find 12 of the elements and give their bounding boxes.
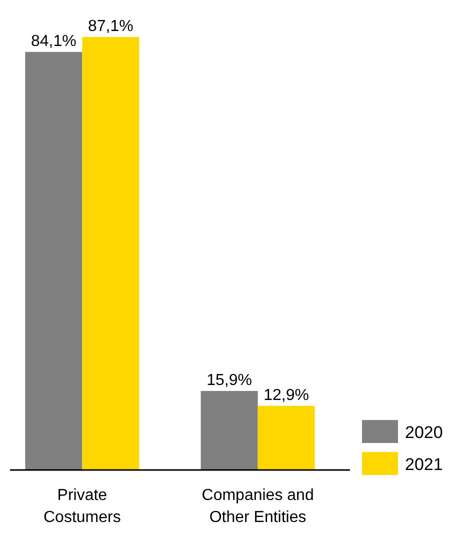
data-label: 87,1% <box>88 18 134 35</box>
x-tick-label: Private Costumers <box>44 487 121 526</box>
x-tick-label: Companies and Other Entities <box>202 487 314 526</box>
bar <box>258 406 315 470</box>
bar <box>82 37 140 470</box>
data-label: 12,9% <box>264 386 309 404</box>
legend-label: 2021 <box>405 455 443 474</box>
bar <box>25 52 82 470</box>
data-label: 84,1% <box>31 32 76 50</box>
legend-label: 2020 <box>405 423 443 442</box>
bar <box>200 390 258 470</box>
data-label: 15,9% <box>206 372 252 389</box>
